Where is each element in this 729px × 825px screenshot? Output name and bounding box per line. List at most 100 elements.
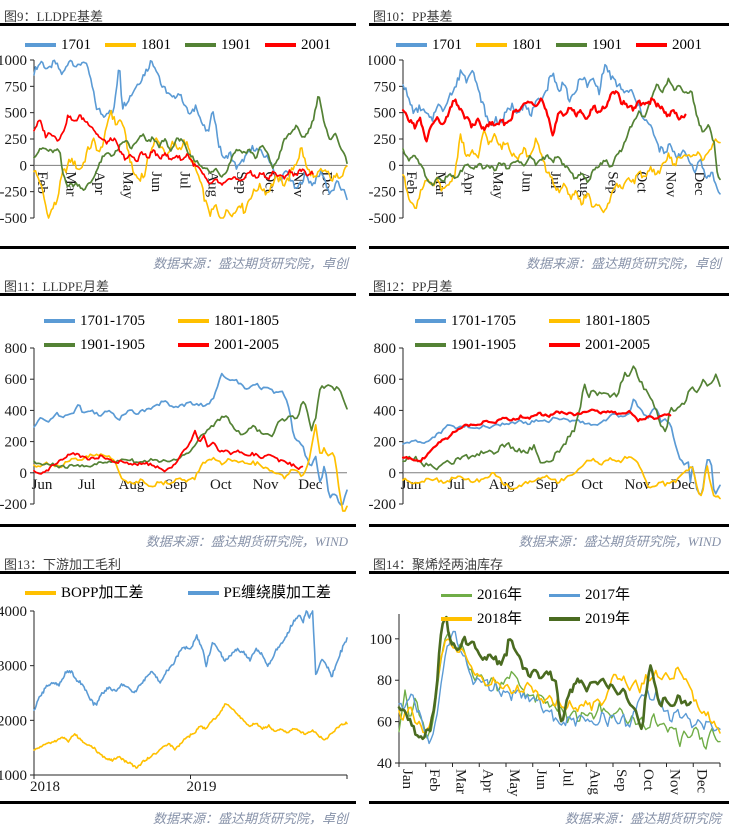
series-2001-2005 (33, 429, 304, 475)
x-label: Jul (78, 477, 96, 493)
x-label: Apr (479, 769, 495, 792)
x-label: Jun (518, 171, 534, 192)
y-tick-label: 500 (374, 106, 397, 122)
y-tick-label: 3000 (0, 659, 27, 675)
series-2001 (401, 90, 687, 143)
x-label: Dec (298, 477, 322, 493)
data-source-caption: 数据来源：盛达期货研究院，卓创 (152, 811, 348, 825)
y-tick-label: 800 (374, 341, 397, 357)
x-label: Aug (586, 769, 602, 795)
divider-rule (0, 23, 356, 26)
legend-row: 2018年 2019年 (369, 610, 729, 628)
x-label: 2018 (30, 779, 60, 795)
x-label: Aug (576, 171, 592, 197)
legend-item-1901-1905: 1901-1905 (44, 336, 178, 354)
x-label: Apr (461, 171, 477, 194)
x-label: Nov (667, 769, 683, 795)
legend-item-1701: 1701 (396, 36, 462, 54)
fig14-svg: 100 80 60 40 Jan Feb Mar Apr May Jun Jul Aug Sep Oct N… (370, 614, 721, 797)
legend-swatch (636, 43, 667, 47)
legend-swatch (476, 43, 507, 47)
divider-rule (369, 571, 729, 574)
legend-label: 1901-1905 (80, 337, 145, 353)
legend-item-2001-2005: 2001-2005 (549, 336, 683, 354)
x-label: 2019 (186, 779, 216, 795)
legend-label: 1901-1905 (451, 337, 516, 353)
legend-label: 1701 (61, 37, 91, 53)
legend-item-2001-2005: 2001-2005 (178, 336, 312, 354)
divider-rule (369, 524, 729, 527)
divider-rule (369, 23, 729, 26)
x-label: Dec (693, 769, 709, 793)
legend-swatch (396, 43, 427, 47)
legend-label: 1801 (141, 37, 171, 53)
fig13-chart: 4000 3000 2000 1000 2018 2019 BOPP加工差 PE缠绕膜加工差 (0, 574, 356, 801)
y-tick-label: -500 (369, 211, 396, 227)
y-tick-label: 600 (374, 372, 397, 388)
legend-label: BOPP加工差 (60, 585, 144, 601)
chart-panel-fig13: 图13：下游加工毛利 4000 3000 2000 1000 2018 2019 BOPP加… (0, 548, 364, 825)
chart-panel-fig9: 图9：LLDPE基差 1000 750 500 250 0 -250 -500 Feb Mar A… (0, 0, 364, 270)
legend-label: 1701 (432, 37, 462, 53)
chart-panel-fig14: 图14：聚烯烃两油库存 100 80 60 40 Jan Feb Mar Apr May Jun J… (364, 548, 729, 825)
legend-label: 1701-1705 (451, 313, 516, 329)
y-tick-label: 400 (374, 403, 397, 419)
fig14-chart: 100 80 60 40 Jan Feb Mar Apr May Jun Jul Aug Sep Oct N… (369, 574, 729, 801)
legend-swatch (25, 43, 56, 47)
series-1901-1905 (402, 365, 721, 471)
y-tick-label: 0 (20, 466, 28, 482)
y-tick-label: 60 (377, 715, 392, 731)
legend-label: 2016年 (477, 587, 523, 603)
legend-swatch (415, 319, 446, 323)
y-tick-label: -200 (369, 497, 396, 513)
series-2001 (33, 114, 314, 186)
legend-label: 1801 (512, 37, 542, 53)
series-1701 (402, 63, 721, 195)
y-tick-label: -500 (0, 211, 27, 227)
legend-row: 1701-1705 1801-1805 (0, 312, 356, 330)
y-tick-label: 2000 (0, 713, 27, 729)
x-label: Aug (205, 171, 221, 197)
legend-swatch (415, 343, 446, 347)
y-tick-label: 1000 (0, 53, 27, 69)
x-label: Jul (547, 171, 563, 189)
x-label: Feb (403, 171, 419, 194)
x-label: May (489, 171, 505, 199)
legend-item-1701-1705: 1701-1705 (415, 312, 549, 330)
legend-swatch (549, 616, 580, 622)
legend-item-2018年: 2018年 (441, 610, 549, 628)
y-tick-label: 4000 (0, 604, 27, 620)
legend-label: 1901 (592, 37, 622, 53)
legend-swatch (44, 319, 75, 323)
divider-rule (369, 246, 729, 249)
y-tick-label: 600 (5, 372, 28, 388)
y-tick-label: 80 (377, 673, 392, 689)
legend-item-1701: 1701 (25, 36, 91, 54)
legend-label: PE缠绕膜加工差 (223, 585, 332, 601)
y-tick-label: 800 (5, 341, 28, 357)
fig10-chart: 1000 750 500 250 0 -250 -500 Feb Mar Apr May Jun Jul… (369, 26, 729, 246)
legend-swatch (185, 43, 216, 47)
x-label: Jan (399, 769, 415, 789)
y-tick-label: -250 (0, 185, 27, 201)
legend-item-1801-1805: 1801-1805 (549, 312, 683, 330)
series-BOPP加工差 (33, 703, 348, 769)
y-tick-label: 40 (377, 756, 392, 772)
series-2001-2005 (401, 408, 672, 463)
chart-panel-fig11: 图11：LLDPE月差 800 600 400 200 0 -200 Jun Jul Aug Se… (0, 270, 364, 548)
x-label: Dec (691, 171, 707, 195)
series-1901 (33, 95, 348, 191)
series-1801 (402, 129, 721, 214)
series-1801-1805 (402, 455, 721, 500)
series-1801 (33, 109, 348, 219)
legend-item-1701-1705: 1701-1705 (44, 312, 178, 330)
x-label: Oct (640, 769, 656, 791)
y-tick-label: 750 (5, 79, 28, 95)
legend-row: 2016年 2017年 (369, 586, 729, 604)
divider-rule (0, 246, 356, 249)
y-tick-label: 0 (389, 158, 397, 174)
